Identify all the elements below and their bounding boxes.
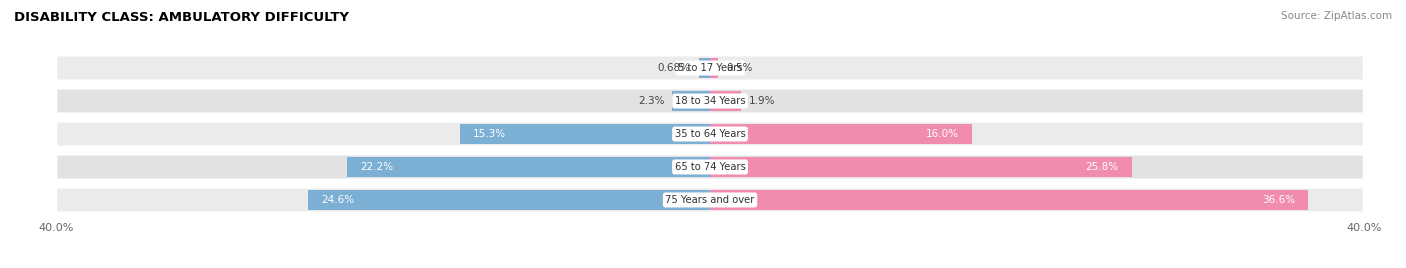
Text: 35 to 64 Years: 35 to 64 Years: [675, 129, 745, 139]
Text: 0.68%: 0.68%: [658, 63, 690, 73]
Bar: [460, 124, 710, 144]
Text: 16.0%: 16.0%: [925, 129, 959, 139]
Bar: [710, 58, 718, 78]
FancyBboxPatch shape: [56, 55, 1364, 81]
Bar: [699, 58, 710, 78]
FancyBboxPatch shape: [56, 154, 1364, 180]
Text: 36.6%: 36.6%: [1263, 195, 1295, 205]
Text: Source: ZipAtlas.com: Source: ZipAtlas.com: [1281, 11, 1392, 21]
Bar: [710, 91, 741, 111]
Bar: [710, 190, 1308, 210]
FancyBboxPatch shape: [56, 187, 1364, 213]
Text: 15.3%: 15.3%: [472, 129, 506, 139]
Bar: [308, 190, 710, 210]
Text: DISABILITY CLASS: AMBULATORY DIFFICULTY: DISABILITY CLASS: AMBULATORY DIFFICULTY: [14, 11, 349, 24]
Text: 1.9%: 1.9%: [749, 96, 776, 106]
Bar: [347, 157, 710, 177]
Text: 2.3%: 2.3%: [638, 96, 664, 106]
Bar: [710, 157, 1132, 177]
Text: 75 Years and over: 75 Years and over: [665, 195, 755, 205]
Text: 5 to 17 Years: 5 to 17 Years: [678, 63, 742, 73]
Text: 24.6%: 24.6%: [321, 195, 354, 205]
Bar: [710, 124, 972, 144]
Text: 22.2%: 22.2%: [360, 162, 394, 172]
FancyBboxPatch shape: [56, 88, 1364, 114]
Text: 18 to 34 Years: 18 to 34 Years: [675, 96, 745, 106]
FancyBboxPatch shape: [56, 121, 1364, 147]
Text: 0.5%: 0.5%: [727, 63, 752, 73]
Bar: [672, 91, 710, 111]
Text: 25.8%: 25.8%: [1085, 162, 1119, 172]
Text: 65 to 74 Years: 65 to 74 Years: [675, 162, 745, 172]
